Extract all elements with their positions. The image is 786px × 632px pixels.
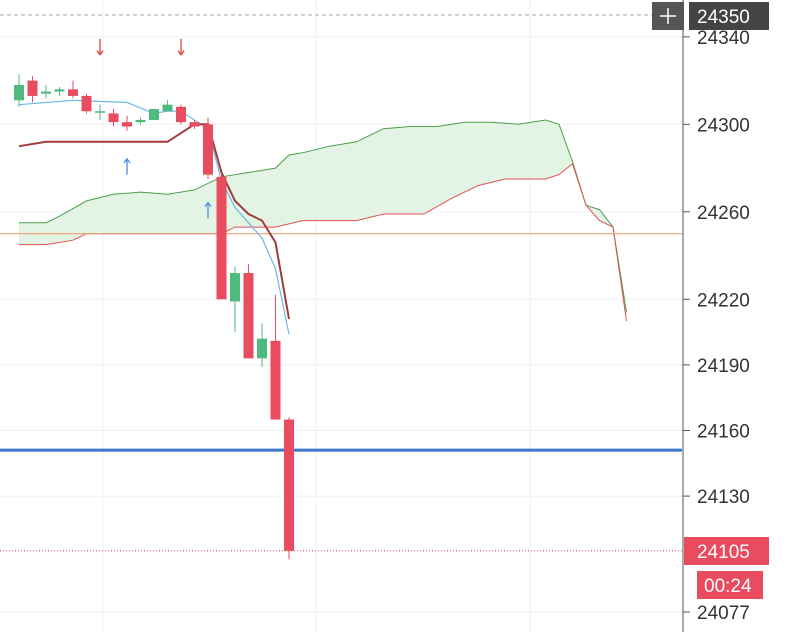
y-tick-label-3: 24220: [697, 290, 750, 311]
signal-arrow-down-0: [96, 38, 104, 56]
candle-body: [135, 119, 146, 123]
candle-body: [230, 273, 240, 302]
candle-19: [270, 294, 281, 420]
countdown-badge: [697, 571, 763, 599]
kijun-line: [18, 123, 290, 320]
indicator-lines: [18, 99, 290, 335]
candle-body: [162, 104, 173, 112]
candle-17: [243, 264, 254, 359]
candle-14: [203, 117, 213, 180]
candle-body: [14, 84, 24, 101]
y-tick-label-5: 24160: [697, 421, 750, 442]
last-price-label: 24105: [697, 542, 750, 563]
top-price-label: 24350: [697, 7, 750, 28]
arrow-head: [123, 157, 131, 164]
candle-11: [162, 100, 173, 112]
candle-body: [216, 176, 227, 300]
signal-arrow-up-2: [123, 157, 131, 175]
candle-5: [81, 93, 92, 114]
candle-10: [149, 109, 159, 120]
candle-body: [81, 95, 92, 112]
price-badges: 24350 24105 00:24: [652, 2, 769, 599]
candle-body: [284, 419, 294, 551]
candle-body: [270, 340, 281, 420]
y-tick-label-1: 24300: [697, 115, 750, 136]
candle-body: [176, 106, 186, 123]
y-tick-label-2: 24260: [697, 203, 750, 224]
candle-1: [27, 76, 38, 103]
signal-arrows: [96, 38, 212, 219]
plus-icon[interactable]: [660, 8, 676, 24]
y-tick-label-0: 24340: [697, 28, 750, 49]
candle-7: [108, 109, 119, 127]
candle-body: [108, 113, 119, 123]
candle-body: [257, 338, 267, 359]
grid-lines: [0, 0, 682, 632]
candle-4: [68, 80, 78, 99]
candle-body: [243, 273, 254, 359]
candle-0: [14, 74, 24, 107]
candle-15: [216, 174, 227, 300]
candle-13: [189, 119, 200, 129]
y-tick-label-4: 24190: [697, 356, 750, 377]
candles: [14, 74, 294, 560]
last-price-badge: [684, 537, 769, 565]
candle-body: [54, 89, 65, 92]
candle-body: [27, 80, 38, 96]
arrow-head: [204, 201, 212, 208]
candle-16: [230, 266, 240, 333]
candle-body: [41, 91, 51, 94]
candle-body: [149, 109, 159, 120]
top-price-badge: [689, 2, 769, 30]
candle-3: [54, 87, 65, 96]
candle-20: [284, 417, 294, 560]
countdown-label: 00:24: [704, 576, 752, 597]
candle-body: [68, 89, 78, 96]
candle-8: [122, 115, 132, 131]
ichimoku-cloud: [19, 119, 627, 322]
horizontal-levels: [0, 233, 682, 552]
arrow-head: [177, 50, 185, 56]
candle-body: [189, 122, 200, 127]
y-tick-label-6: 24130: [697, 487, 750, 508]
candle-18: [257, 323, 267, 368]
signal-arrow-down-1: [177, 38, 185, 56]
candle-body: [203, 124, 213, 175]
arrow-head: [96, 50, 104, 56]
span-a-line: [19, 119, 627, 313]
price-axis[interactable]: 24340 24300 24260 24220 24190 24160 24130 24077: [683, 28, 750, 624]
candle-body: [95, 111, 105, 113]
candle-body: [122, 122, 132, 127]
candle-2: [41, 84, 51, 99]
candle-9: [135, 117, 146, 125]
y-tick-label-7: 24077: [697, 603, 750, 624]
candle-12: [176, 104, 186, 125]
candle-6: [95, 104, 105, 120]
signal-arrow-up-3: [204, 201, 212, 219]
